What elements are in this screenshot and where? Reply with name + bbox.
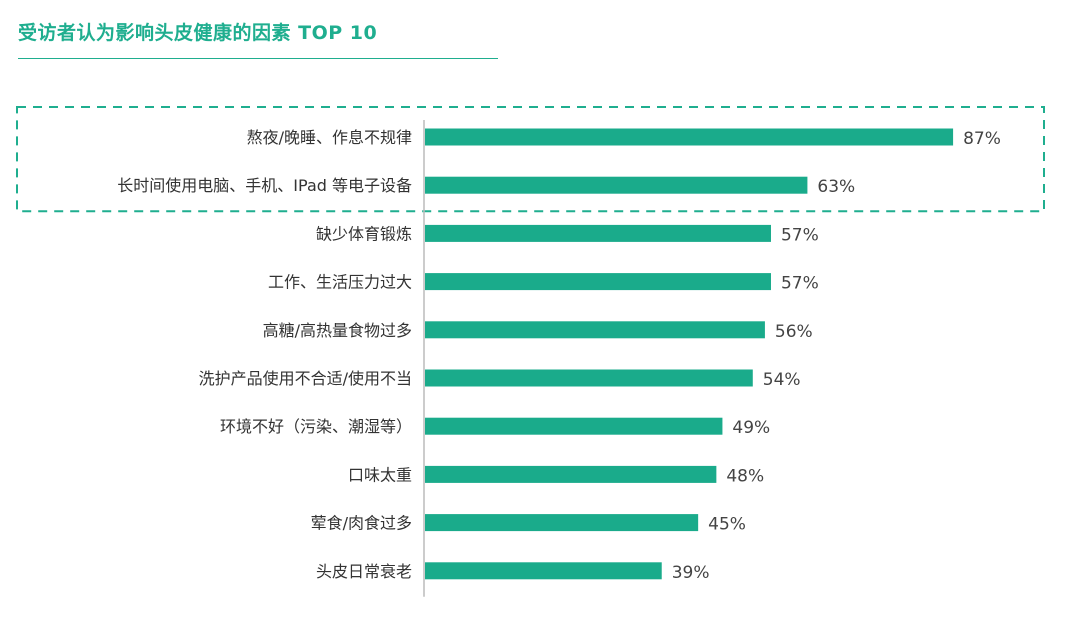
category-label: 荤食/肉食过多: [311, 514, 412, 533]
category-label: 洗护产品使用不合适/使用不当: [199, 369, 412, 388]
category-label: 高糖/高热量食物过多: [263, 321, 412, 340]
category-label: 头皮日常衰老: [316, 562, 412, 581]
value-label: 57%: [781, 225, 819, 245]
bar: [425, 465, 717, 483]
value-label: 49%: [732, 418, 770, 438]
bar: [425, 273, 771, 291]
bar: [425, 514, 699, 532]
bar: [425, 176, 808, 194]
bar: [425, 562, 662, 580]
bar: [425, 128, 954, 146]
bar: [425, 224, 771, 242]
chart-title: 受访者认为影响头皮健康的因素 TOP 10: [18, 22, 378, 44]
value-label: 54%: [763, 370, 801, 390]
value-label: 39%: [672, 563, 710, 583]
category-label: 环境不好（污染、潮湿等）: [220, 417, 412, 436]
category-label: 熬夜/晚睡、作息不规律: [247, 128, 412, 147]
value-label: 45%: [708, 515, 746, 535]
bar: [425, 369, 753, 387]
category-label: 口味太重: [348, 465, 412, 484]
bar: [425, 417, 723, 435]
title-underline: [18, 58, 498, 59]
value-label: 48%: [726, 466, 764, 486]
highlight-box: [16, 106, 1045, 213]
category-label: 长时间使用电脑、手机、IPad 等电子设备: [117, 176, 412, 195]
value-label: 63%: [817, 177, 855, 197]
category-label: 缺少体育锻炼: [316, 224, 412, 243]
value-label: 56%: [775, 322, 813, 342]
value-label: 57%: [781, 274, 819, 294]
bar: [425, 321, 765, 339]
category-label: 工作、生活压力过大: [268, 273, 412, 292]
value-label: 87%: [963, 129, 1001, 149]
